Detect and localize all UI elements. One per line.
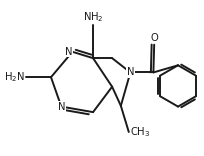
Text: N: N <box>126 67 133 77</box>
Text: O: O <box>150 33 157 43</box>
Text: NH$_2$: NH$_2$ <box>82 10 103 24</box>
Text: H$_2$N: H$_2$N <box>4 70 25 84</box>
Text: CH$_3$: CH$_3$ <box>130 125 150 139</box>
Text: N: N <box>64 47 72 57</box>
Text: N: N <box>57 102 65 112</box>
